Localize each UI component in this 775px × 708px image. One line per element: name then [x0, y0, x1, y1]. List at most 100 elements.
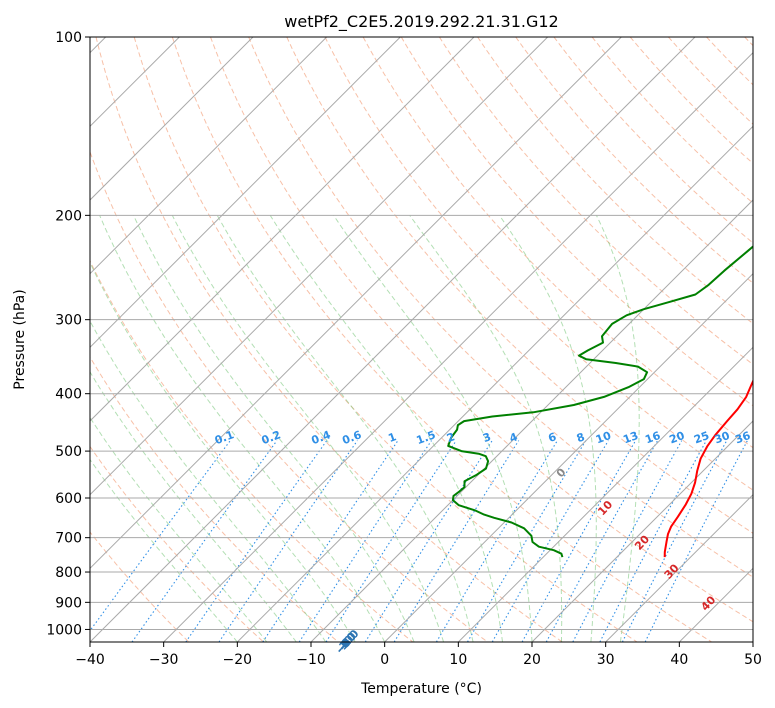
x-axis: −40 −30 −20 −10 0 10 20 30 40 50: [75, 642, 762, 668]
dry-adiabat-label: 20: [632, 532, 652, 552]
mixing-ratio-line: [491, 440, 609, 642]
moist-adiabat: [90, 370, 297, 642]
moist-adiabat: [90, 261, 356, 642]
dry-adiabat: [744, 37, 753, 47]
isotherm: [457, 346, 753, 642]
x-tick-label: 30: [597, 652, 615, 668]
mixing-ratio-line: [521, 440, 637, 642]
isotherm: [90, 37, 696, 642]
mixing-ratio-label: 13: [621, 429, 640, 446]
dry-adiabat: [362, 37, 753, 449]
y-axis-label: Pressure (hPa): [12, 289, 28, 389]
mixing-ratio-line: [467, 440, 587, 642]
mixing-ratio-label: 30: [713, 429, 732, 447]
moist-adiabat: [216, 215, 474, 642]
mixing-ratio-label: 1: [386, 430, 398, 445]
isotherm: [90, 37, 622, 570]
moist-adiabat: [99, 215, 386, 642]
mixing-ratio-line: [545, 440, 659, 642]
dry-adiabat: [90, 150, 488, 642]
x-tick-label: −40: [75, 652, 105, 668]
dry-adiabat: [477, 37, 753, 325]
isotherm: [90, 37, 254, 201]
dry-adiabat: [90, 445, 264, 642]
profile-series: [447, 245, 753, 558]
moist-adiabat: [595, 215, 640, 642]
y-tick-label: 900: [55, 595, 82, 611]
grid-lines: [90, 37, 753, 642]
isotherm: [90, 37, 401, 349]
y-tick-label: 1000: [46, 622, 82, 638]
mixing-ratio-line: [298, 440, 432, 642]
dry-adiabat-label: 0: [554, 465, 569, 480]
mixing-ratio-label: 0.1: [213, 428, 236, 447]
mixing-ratio-label: 3: [481, 430, 493, 445]
dry-adiabat: [133, 37, 638, 642]
mixing-ratio-line: [90, 440, 231, 632]
moist-adiabat: [409, 215, 563, 642]
isotherm: [605, 493, 753, 642]
dry-adiabat-label: 10: [595, 498, 615, 518]
moist-adiabat: [171, 215, 445, 642]
mixing-ratio-line: [393, 440, 520, 642]
moist-adiabat: [133, 215, 415, 642]
moist-adiabat: [498, 215, 597, 642]
mixing-ratio-line: [599, 440, 707, 642]
y-tick-label: 400: [55, 387, 82, 403]
mixing-ratio-label: 10: [594, 429, 613, 447]
dry-adiabat-label: 40: [698, 593, 718, 613]
plot-background: [90, 37, 753, 642]
mixing-ratio-label: 0.4: [310, 428, 333, 447]
x-tick-label: 0: [380, 652, 389, 668]
dry-adiabat: [90, 356, 339, 642]
x-axis-label: Temperature (°C): [360, 681, 482, 697]
moist-adiabat: [90, 320, 327, 642]
mixing-ratio-line: [262, 440, 399, 642]
dry-adiabat: [171, 37, 712, 642]
isotherm: [236, 125, 753, 642]
isotherm: [384, 272, 753, 642]
moist-adiabat: [90, 416, 268, 642]
chart-title: wetPf2_C2E5.2019.292.21.31.G12: [284, 12, 558, 32]
y-axis: 100 200 300 400 500 600 700 800 900 1000: [46, 30, 90, 638]
isotherm: [90, 37, 549, 496]
x-tick-label: 10: [449, 652, 467, 668]
y-tick-label: 700: [55, 531, 82, 547]
mixing-ratio-line: [572, 440, 683, 642]
mixing-ratio-line: [131, 440, 278, 642]
mixing-ratio-label: 2: [445, 430, 457, 445]
isotherm: [531, 420, 753, 642]
mixing-ratio-label: 0.2: [260, 428, 283, 447]
y-tick-label: 600: [55, 491, 82, 507]
mixing-ratio-label: 25: [692, 429, 711, 446]
dry-adiabat: [668, 37, 753, 125]
isotherm: [678, 567, 753, 642]
isotherm: [90, 37, 475, 422]
y-tick-label: 800: [55, 565, 82, 581]
mixing-ratio-line: [185, 440, 328, 642]
x-tick-label: 40: [670, 652, 688, 668]
mixing-ratio-line: [325, 440, 457, 642]
dry-adiabat: [95, 37, 563, 642]
mixing-ratio-label: 36: [733, 429, 752, 447]
y-tick-label: 500: [55, 444, 82, 460]
x-tick-label: 20: [523, 652, 541, 668]
mixing-ratio-label: 1.5: [415, 428, 438, 447]
mixing-ratio-label: 8: [575, 430, 587, 445]
y-tick-label: 100: [55, 30, 82, 46]
dry-adiabat: [90, 531, 190, 642]
y-tick-label: 200: [55, 208, 82, 224]
mixing-ratio-line: [435, 440, 558, 642]
background-line-labels: -100-90-80-70-60-50-40-30-20-10010203040…: [213, 428, 753, 656]
mixing-ratio-label: 16: [643, 429, 662, 447]
dry-adiabat: [210, 37, 753, 623]
mixing-ratio-label: 4: [508, 430, 520, 445]
isotherm: [752, 641, 753, 642]
mixing-ratio-line: [364, 440, 493, 642]
mixing-ratio-label: 0.6: [340, 428, 363, 447]
x-tick-label: −20: [223, 652, 253, 668]
dry-adiabat: [438, 37, 753, 366]
x-tick-label: 50: [744, 652, 762, 668]
mixing-ratio-line: [644, 440, 748, 642]
